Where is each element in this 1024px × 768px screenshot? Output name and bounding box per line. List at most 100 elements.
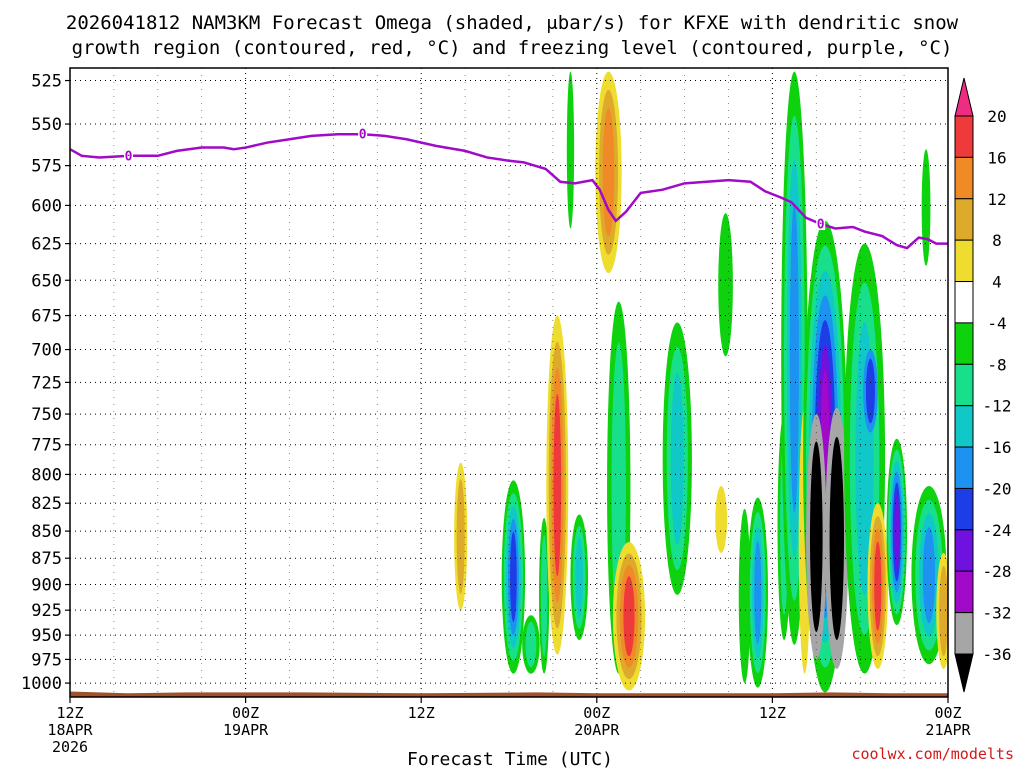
y-tick-label-650: 650 (31, 271, 62, 291)
freezing-label-bg-1 (358, 128, 368, 141)
omega-cell-27-level-1 (939, 565, 948, 657)
y-tick-label-700: 700 (31, 341, 62, 361)
y-tick-label-875: 875 (31, 549, 62, 569)
colorbar-label-4: 4 (992, 273, 1002, 292)
colorbar-label-13: -36 (983, 645, 1012, 664)
freezing-level-labels: 0 0 0 (124, 128, 826, 232)
colorbar-top-arrow (954, 77, 974, 117)
title-line-1: 2026041812 NAM3KM Forecast Omega (shaded… (66, 12, 959, 34)
omega-cell-11-level-0 (718, 213, 733, 357)
omega-cell-26-level-3 (922, 527, 936, 624)
title-line-2: growth region (contoured, red, °C) and f… (72, 37, 953, 59)
colorbar-box-10 (954, 487, 974, 531)
omega-cell-25-level-0 (921, 149, 931, 266)
y-tick-label-950: 950 (31, 626, 62, 646)
x-tick-date-1: 19APR (223, 721, 269, 739)
omega-cell-4-level-3 (553, 393, 562, 577)
colorbar-box-13 (954, 612, 974, 655)
freezing-level-label-2: 0 (817, 217, 825, 232)
y-tick-label-925: 925 (31, 601, 62, 621)
y-tick-label-600: 600 (31, 196, 62, 216)
x-axis-title: Forecast Time (UTC) (407, 749, 613, 768)
freezing-level-label-0: 0 (125, 149, 133, 164)
colorbar-box-1 (954, 115, 974, 158)
y-tick-label-550: 550 (31, 115, 62, 135)
y-tick-label-675: 675 (31, 307, 62, 327)
y-tick-label-775: 775 (31, 436, 62, 456)
omega-cell-13-level-0 (738, 508, 751, 684)
colorbar-label-5: -4 (987, 314, 1006, 333)
omega-cell-10-level-2 (670, 371, 684, 546)
colorbar-label-12: -32 (983, 604, 1012, 623)
x-tick-label-1: 00Z (232, 704, 259, 722)
y-axis: 525 550 575 600 625 650 675 700 725 750 775 800 825 8… (21, 72, 70, 694)
colorbar-label-9: -20 (983, 479, 1012, 498)
y-tick-label-800: 800 (31, 465, 62, 485)
y-tick-label-900: 900 (31, 576, 62, 596)
colorbar-label-1: 16 (987, 148, 1006, 167)
omega-cell-24-level-5 (894, 493, 900, 571)
colorbar-label-0: 20 (987, 107, 1006, 126)
y-tick-label-575: 575 (31, 157, 62, 177)
x-tick-label-5: 00Z (934, 704, 961, 722)
colorbar-label-6: -8 (987, 355, 1006, 374)
x-tick-date-0: 18APR (47, 721, 93, 739)
omega-cell-16-level-3 (789, 203, 799, 513)
chart-title: 2026041812 NAM3KM Forecast Omega (shaded… (66, 12, 959, 59)
x-tick-year-0: 2026 (52, 738, 88, 756)
credit-text: coolwx.com/modelts (851, 745, 1014, 763)
omega-cell-5-level-0 (566, 71, 575, 229)
x-tick-label-3: 00Z (583, 704, 610, 722)
x-tick-date-3: 20APR (574, 721, 620, 739)
y-tick-label-850: 850 (31, 522, 62, 542)
colorbar-box-4 (954, 239, 974, 283)
omega-cell-3-level-1 (540, 535, 548, 657)
colorbar-label-11: -28 (983, 562, 1012, 581)
freezing-level-label-1: 0 (359, 128, 367, 143)
colorbar-label-10: -24 (983, 521, 1012, 540)
colorbar-label-3: 8 (992, 231, 1002, 250)
colorbar-label-8: -16 (983, 438, 1012, 457)
y-tick-label-825: 825 (31, 494, 62, 514)
colorbar-box-2 (954, 156, 974, 200)
x-tick-label-0: 12Z (56, 704, 83, 722)
omega-cell-14-level-3 (754, 541, 762, 644)
x-tick-label-2: 12Z (408, 704, 435, 722)
omega-cell-19-level-1 (809, 441, 823, 633)
colorbar-box-11 (954, 529, 974, 572)
colorbar-box-9 (954, 446, 974, 489)
surface-terrain (70, 691, 948, 697)
x-tick-date-5: 21APR (925, 721, 971, 739)
y-tick-label-525: 525 (31, 72, 62, 92)
colorbar-box-5 (954, 281, 974, 324)
colorbar-box-3 (954, 198, 974, 241)
colorbar-box-8 (954, 405, 974, 448)
y-tick-label-750: 750 (31, 405, 62, 425)
omega-cell-22-level-3 (874, 541, 882, 631)
freezing-label-bg-2 (816, 217, 826, 230)
y-tick-label-975: 975 (31, 650, 62, 670)
omega-cell-9-level-3 (623, 576, 635, 657)
x-tick-label-4: 12Z (759, 704, 786, 722)
omega-cell-2-level-1 (525, 621, 537, 668)
colorbar-bottom-arrow (954, 653, 974, 693)
freezing-label-bg-0 (124, 149, 134, 162)
y-tick-label-725: 725 (31, 373, 62, 393)
omega-cell-12-level-0 (715, 486, 728, 553)
colorbar: 20 16 12 8 4 -4 -8 -12 -16 -20 -24 -28 -32 -36 (954, 77, 1012, 693)
colorbar-label-7: -12 (983, 397, 1012, 416)
omega-cell-1-level-4 (510, 531, 517, 623)
y-tick-label-625: 625 (31, 235, 62, 255)
y-tick-label-1000: 1000 (21, 674, 62, 694)
freezing-level-line (69, 132, 948, 250)
colorbar-box-12 (954, 570, 974, 614)
colorbar-box-6 (954, 322, 974, 365)
omega-cell-20-level-1 (829, 436, 844, 640)
colorbar-box-7 (954, 363, 974, 407)
colorbar-label-2: 12 (987, 190, 1006, 209)
omega-cell-0-level-1 (456, 479, 465, 594)
omega-cell-6-level-2 (575, 537, 584, 618)
omega-cell-23-level-1 (865, 358, 875, 424)
